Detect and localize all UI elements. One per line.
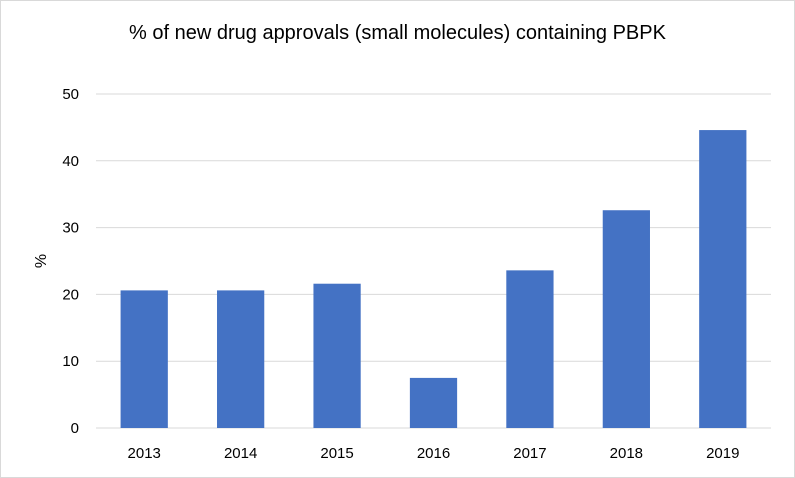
bar-2017 xyxy=(506,270,554,428)
x-tick-label: 2013 xyxy=(128,445,161,462)
y-tick-label: 40 xyxy=(62,153,79,170)
bar-2016 xyxy=(409,377,458,428)
y-axis-label: % xyxy=(33,254,50,268)
y-tick-label: 20 xyxy=(62,286,79,303)
y-tick-label: 0 xyxy=(71,420,79,437)
x-tick-label: 2016 xyxy=(417,445,450,462)
bar-2019 xyxy=(699,130,747,428)
x-tick-label: 2019 xyxy=(706,445,739,462)
x-tick-label: 2017 xyxy=(513,445,546,462)
y-tick-labels: 0 10 20 30 40 50 xyxy=(62,86,79,437)
bar-2018 xyxy=(602,210,650,428)
bar-2014 xyxy=(217,290,265,428)
bars xyxy=(120,130,747,428)
bar-2013 xyxy=(120,290,168,428)
y-tick-label: 30 xyxy=(62,220,79,237)
x-tick-label: 2015 xyxy=(320,445,353,462)
x-tick-label: 2014 xyxy=(224,445,257,462)
x-tick-label: 2018 xyxy=(610,445,643,462)
chart-title: % of new drug approvals (small molecules… xyxy=(129,22,666,44)
bar-2015 xyxy=(313,283,361,428)
y-tick-label: 50 xyxy=(62,86,79,103)
x-tick-labels: 2013 2014 2015 2016 2017 2018 2019 xyxy=(128,445,740,462)
y-tick-label: 10 xyxy=(62,353,79,370)
